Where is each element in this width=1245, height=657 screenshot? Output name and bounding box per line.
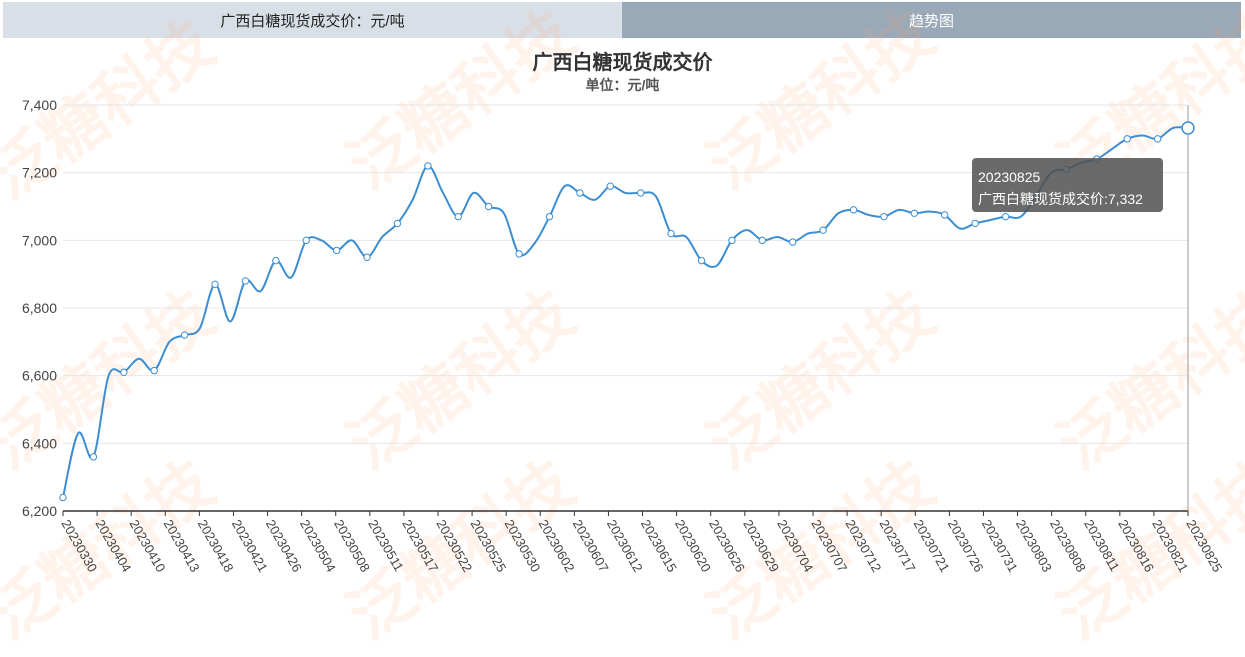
y-tick-label: 7,400 xyxy=(22,97,57,113)
data-point xyxy=(789,238,797,246)
data-point xyxy=(910,209,919,217)
tab-bar: 广西白糖现货成交价：元/吨 趋势图 xyxy=(3,2,1241,38)
data-point-highlight xyxy=(1181,121,1195,135)
data-point xyxy=(211,280,219,289)
data-point xyxy=(150,366,158,375)
data-point xyxy=(849,206,858,214)
data-point xyxy=(971,219,979,228)
data-point xyxy=(180,331,189,339)
data-point xyxy=(758,236,767,245)
y-tick-label: 6,600 xyxy=(22,368,57,384)
data-point xyxy=(272,256,280,265)
y-tick-label: 7,000 xyxy=(22,232,57,248)
data-point xyxy=(393,219,402,228)
data-point xyxy=(363,253,371,261)
chart-tooltip: 20230825 广西白糖现货成交价:7,332 xyxy=(972,158,1163,212)
tooltip-date: 20230825 xyxy=(978,169,1041,185)
data-point xyxy=(1123,135,1131,143)
data-point xyxy=(59,493,67,502)
data-point xyxy=(120,368,128,376)
data-point xyxy=(728,236,736,245)
data-point xyxy=(454,212,462,221)
chart-subtitle: 单位：元/吨 xyxy=(585,77,660,93)
data-point xyxy=(515,250,523,258)
data-point xyxy=(697,256,706,265)
data-point xyxy=(880,212,888,221)
tab-price-unit[interactable]: 广西白糖现货成交价：元/吨 xyxy=(3,2,622,38)
data-point xyxy=(302,236,310,245)
chart-title: 广西白糖现货成交价 xyxy=(532,52,713,74)
y-tick-label: 6,800 xyxy=(22,300,57,316)
data-point xyxy=(606,182,614,190)
data-point xyxy=(89,453,98,461)
line-chart: 6,200 6,400 6,600 6,800 7,000 7,200 7,400 20230… xyxy=(22,97,1225,575)
y-tick-label: 6,200 xyxy=(22,503,57,519)
data-point xyxy=(484,202,493,211)
data-point xyxy=(1001,212,1010,221)
data-point xyxy=(637,189,645,197)
data-point xyxy=(1153,135,1162,143)
data-point xyxy=(545,212,554,221)
data-point xyxy=(819,226,827,234)
data-point xyxy=(241,277,250,285)
data-point xyxy=(667,229,675,238)
data-point xyxy=(941,211,949,219)
tab-trend-chart[interactable]: 趋势图 xyxy=(622,2,1241,38)
tooltip-value: 广西白糖现货成交价:7,332 xyxy=(978,191,1143,207)
y-tick-label: 7,200 xyxy=(22,165,57,181)
data-point xyxy=(424,162,432,170)
data-point xyxy=(576,189,584,197)
data-point xyxy=(332,246,341,255)
y-tick-label: 6,400 xyxy=(22,435,57,451)
